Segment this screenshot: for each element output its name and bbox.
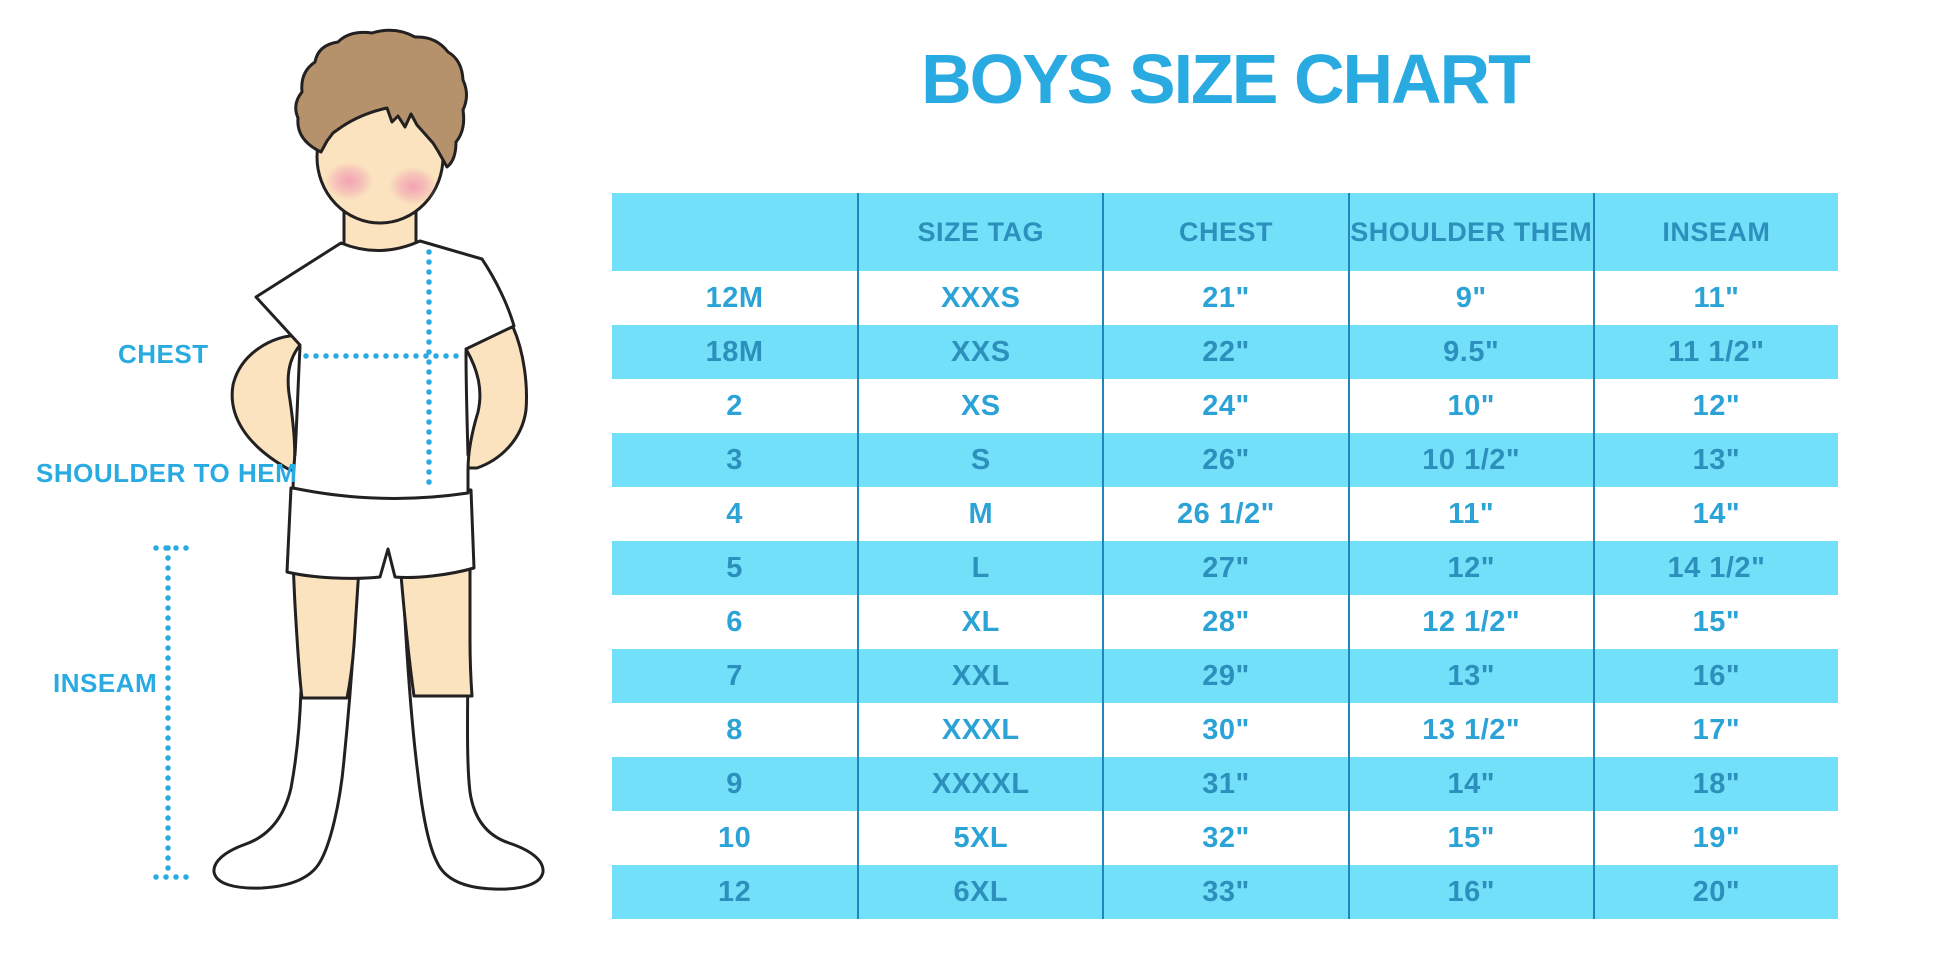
table-cell: 17"	[1592, 703, 1838, 757]
boy-right-knee	[396, 550, 474, 698]
table-cell: 31"	[1102, 757, 1347, 811]
boy-shirt	[254, 239, 516, 500]
table-cell: CHEST	[1102, 193, 1347, 271]
table-cell: 12"	[1592, 379, 1838, 433]
table-cell: 6XL	[857, 865, 1102, 919]
table-cell: 12"	[1347, 541, 1593, 595]
table-cell: 21"	[1102, 271, 1347, 325]
inseam-label: INSEAM	[53, 668, 158, 698]
table-cell: 3	[726, 443, 743, 476]
table-cell: SHOULDER THEM	[1347, 193, 1593, 271]
table-cell: 20"	[1592, 865, 1838, 919]
table-cell: XXS	[857, 325, 1102, 379]
table-row: 3 S 26" 10 1/2" 13"	[612, 433, 1838, 487]
table-cell: 13"	[1592, 433, 1838, 487]
table-cell: 10 1/2"	[1347, 433, 1593, 487]
boy-right-side-seam	[464, 349, 470, 457]
table-cell: XL	[857, 595, 1102, 649]
boy-blush-left	[325, 162, 373, 200]
table-row: 5 L 27" 12" 14 1/2"	[612, 541, 1838, 595]
table-row: 4 M 26 1/2" 11" 14"	[612, 487, 1838, 541]
table-cell: 11 1/2"	[1592, 325, 1838, 379]
table-cell: 14 1/2"	[1592, 541, 1838, 595]
shoulder-to-hem-label: SHOULDER TO HEM	[36, 458, 298, 488]
boy-blush-right	[389, 167, 437, 205]
table-row: 7 XXL 29" 13" 16"	[612, 649, 1838, 703]
table-cell: 26"	[1102, 433, 1347, 487]
boy-left-side-seam	[293, 345, 302, 457]
table-cell: 9"	[1347, 271, 1593, 325]
table-cell: 2	[726, 389, 743, 422]
table-cell: 11"	[1592, 271, 1838, 325]
table-cell: 16"	[1347, 865, 1593, 919]
table-cell: XXXL	[857, 703, 1102, 757]
table-row: 2 XS 24" 10" 12"	[612, 379, 1838, 433]
table-row: 6 XL 28" 12 1/2" 15"	[612, 595, 1838, 649]
table-cell: 12 1/2"	[1347, 595, 1593, 649]
table-cell	[612, 193, 857, 271]
table-row: 9 XXXXL 31" 14" 18"	[612, 757, 1838, 811]
table-cell: 6	[726, 605, 743, 638]
table-cell: INSEAM	[1592, 193, 1838, 271]
table-cell: 26 1/2"	[1102, 487, 1347, 541]
table-cell: 12	[717, 875, 752, 908]
table-cell: 18M	[705, 335, 764, 368]
table-row: 12M XXXS 21" 9" 11"	[612, 271, 1838, 325]
table-cell: XXL	[857, 649, 1102, 703]
table-cell: 30"	[1102, 703, 1347, 757]
chest-label: CHEST	[118, 339, 209, 369]
table-cell: 8	[726, 713, 743, 746]
table-cell: 15"	[1592, 595, 1838, 649]
table-cell: L	[857, 541, 1102, 595]
table-cell: 9	[726, 767, 743, 800]
boy-shorts	[285, 486, 476, 580]
table-cell: 29"	[1102, 649, 1347, 703]
table-cell: 14"	[1592, 487, 1838, 541]
table-cell: 27"	[1102, 541, 1347, 595]
boy-hair	[294, 28, 468, 169]
table-cell: 19"	[1592, 811, 1838, 865]
table-cell: 24"	[1102, 379, 1347, 433]
table-cell: S	[857, 433, 1102, 487]
table-row: 8 XXXL 30" 13 1/2" 17"	[612, 703, 1838, 757]
table-cell: XXXS	[857, 271, 1102, 325]
table-body: 12M XXXS 21" 9" 11" 18M XXS 22" 9.5" 11 1/2" 2 XS 24…	[612, 271, 1838, 919]
boy-illustration	[153, 28, 545, 891]
table-cell: 11"	[1347, 487, 1593, 541]
table-cell: 16"	[1592, 649, 1838, 703]
table-cell: 22"	[1102, 325, 1347, 379]
table-cell: 9.5"	[1347, 325, 1593, 379]
table-header-row: SIZE TAG CHEST SHOULDER THEM INSEAM	[612, 193, 1838, 271]
boy-left-arm	[230, 333, 307, 472]
table-cell: 14"	[1347, 757, 1593, 811]
table-cell: 28"	[1102, 595, 1347, 649]
table-cell: 15"	[1347, 811, 1593, 865]
page-title: BOYS SIZE CHART	[921, 40, 1531, 118]
table-row: 12 6XL 33" 16" 20"	[612, 865, 1838, 919]
boy-left-knee	[291, 550, 362, 700]
table-cell: 5	[726, 551, 743, 584]
table-cell: 4	[726, 497, 743, 530]
table-row: 18M XXS 22" 9.5" 11 1/2"	[612, 325, 1838, 379]
table-cell: 10"	[1347, 379, 1593, 433]
table-cell: 5XL	[857, 811, 1102, 865]
table-cell: 12M	[705, 281, 764, 314]
table-cell: 10	[717, 821, 752, 854]
inseam-measure-line	[153, 545, 193, 880]
table-row: 10 5XL 32" 15" 19"	[612, 811, 1838, 865]
table-cell: XXXXL	[857, 757, 1102, 811]
table-cell: SIZE TAG	[857, 193, 1102, 271]
table-cell: 7	[726, 659, 743, 692]
table-cell: 13 1/2"	[1347, 703, 1593, 757]
table-cell: 13"	[1347, 649, 1593, 703]
table-cell: 32"	[1102, 811, 1347, 865]
size-table: SIZE TAG CHEST SHOULDER THEM INSEAM 12M XXXS…	[612, 193, 1838, 919]
table-cell: XS	[857, 379, 1102, 433]
table-cell: 18"	[1592, 757, 1838, 811]
table-cell: M	[857, 487, 1102, 541]
table-cell: 33"	[1102, 865, 1347, 919]
